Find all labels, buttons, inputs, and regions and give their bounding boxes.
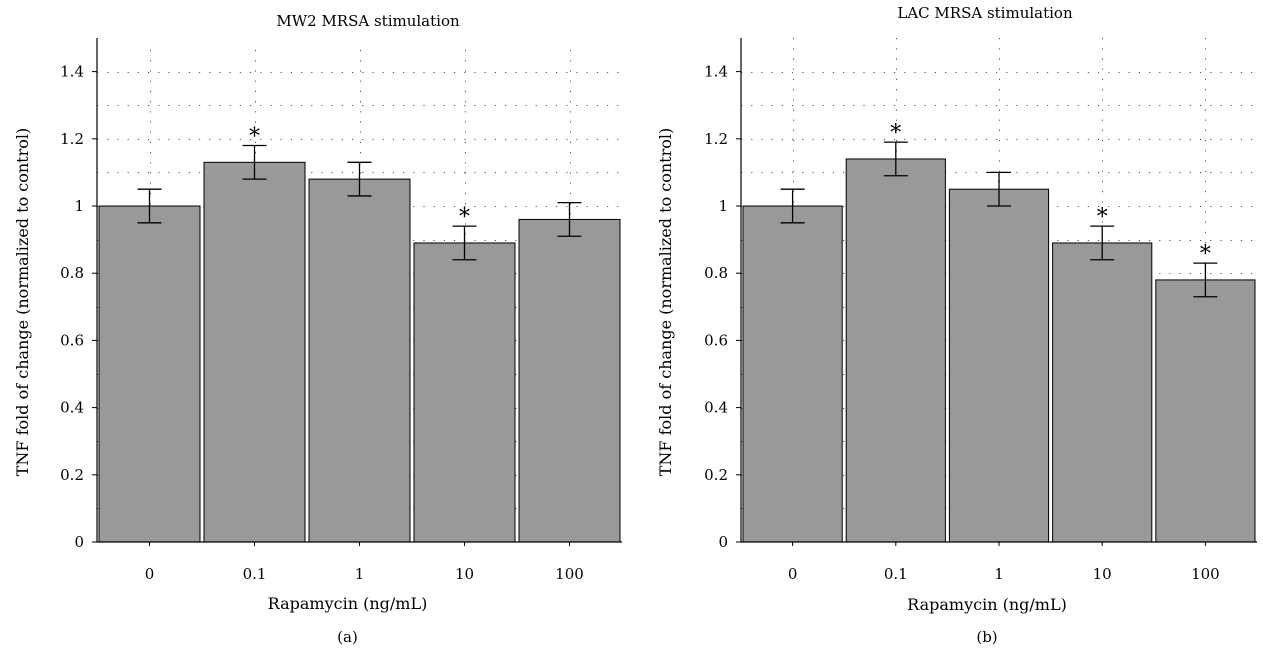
bar <box>845 158 946 543</box>
y-tick-label: 0 <box>74 533 84 551</box>
error-bar <box>987 171 1011 207</box>
chart-title: LAC MRSA stimulation <box>897 4 1073 22</box>
x-tick-label: 0 <box>145 565 155 583</box>
error-bar <box>1090 225 1115 261</box>
y-tick-label: 0 <box>718 533 728 551</box>
x-tick-label: 0.1 <box>243 565 267 583</box>
y-tick-label: 0.8 <box>704 264 728 282</box>
significance-marker: * <box>890 121 901 146</box>
y-tick-label: 0.4 <box>704 399 728 417</box>
x-tick-label: 1 <box>355 565 365 583</box>
y-tick-label: 1.2 <box>704 130 728 148</box>
y-axis-title: TNF fold of change (normalized to contro… <box>656 128 675 477</box>
significance-marker: * <box>1200 242 1211 267</box>
chart-panel-a: 0 * 0.1 1 * 10 100 0 0.2 0.4 0.6 0.8 1 1.2 1.4 MW2 MRSA… <box>13 12 622 646</box>
x-tick-label: 0.1 <box>884 565 908 583</box>
error-bar <box>347 161 372 197</box>
y-tick-label: 1 <box>718 197 728 215</box>
y-tick-label: 0.2 <box>60 466 84 484</box>
x-tick-label: 100 <box>1191 565 1220 583</box>
chart-title: MW2 MRSA stimulation <box>276 12 460 30</box>
significance-marker: * <box>459 205 470 230</box>
error-bar <box>883 141 908 177</box>
error-bar <box>557 201 582 237</box>
error-bar <box>242 144 267 180</box>
y-tick-label: 0.4 <box>60 399 84 417</box>
x-tick-label: 10 <box>455 565 474 583</box>
bar <box>1155 279 1256 543</box>
x-axis-title: Rapamycin (ng/mL) <box>268 594 428 613</box>
x-tick-label: 1 <box>994 565 1004 583</box>
y-tick-label: 1.2 <box>60 130 84 148</box>
x-tick-label: 0 <box>788 565 798 583</box>
error-bar <box>452 225 477 261</box>
y-tick-label: 0.6 <box>60 331 84 349</box>
y-tick-label: 1 <box>74 197 84 215</box>
y-tick-label: 0.6 <box>704 331 728 349</box>
error-bar <box>1193 262 1218 298</box>
x-tick-label: 100 <box>555 565 584 583</box>
error-bar <box>137 188 162 224</box>
panel-label: (a) <box>337 628 358 646</box>
chart-panel-b: 0 * 0.1 1 * 10 * 100 0 0.2 0.4 0.6 0.8 1 1.2 1.4 LAC MRS… <box>656 4 1257 646</box>
x-axis-title: Rapamycin (ng/mL) <box>907 595 1067 614</box>
error-bar <box>780 188 805 224</box>
bar <box>518 218 621 543</box>
bar <box>308 178 411 543</box>
significance-marker: * <box>249 125 260 150</box>
panel-label: (b) <box>976 628 997 646</box>
significance-marker: * <box>1097 205 1108 230</box>
y-axis-title: TNF fold of change (normalized to contro… <box>13 128 32 477</box>
x-tick-label: 10 <box>1093 565 1112 583</box>
bar <box>98 205 201 543</box>
y-tick-label: 1.4 <box>60 63 84 81</box>
bar <box>203 161 306 543</box>
bar <box>1052 242 1153 543</box>
bar <box>413 242 516 543</box>
y-tick-label: 1.4 <box>704 63 728 81</box>
y-tick-label: 0.8 <box>60 264 84 282</box>
bar <box>742 205 843 543</box>
bar <box>948 188 1050 543</box>
y-tick-label: 0.2 <box>704 466 728 484</box>
